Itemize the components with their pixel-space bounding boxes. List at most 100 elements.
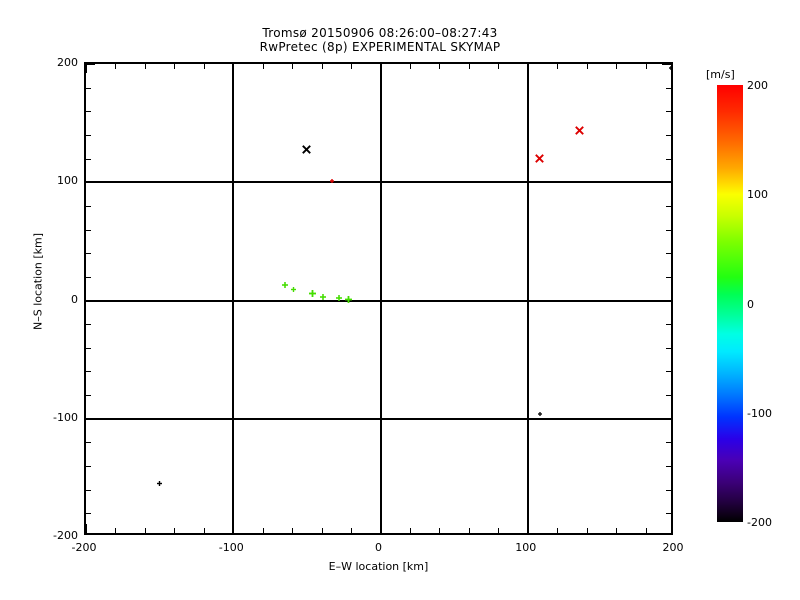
x-minor-tick bbox=[409, 64, 411, 69]
x-minor-tick bbox=[115, 64, 117, 69]
x-minor-tick bbox=[468, 64, 470, 69]
x-axis-title: E–W location [km] bbox=[328, 560, 429, 573]
x-tick-label: 200 bbox=[662, 541, 684, 554]
chart-title-line-2: RwPretec (8p) EXPERIMENTAL SKYMAP bbox=[259, 40, 501, 54]
colorbar-unit-label: [m/s] bbox=[706, 68, 735, 81]
x-major-tick bbox=[380, 64, 382, 73]
gridline-vertical bbox=[526, 64, 529, 533]
x-minor-tick bbox=[351, 64, 353, 69]
data-point bbox=[157, 481, 163, 487]
y-major-tick bbox=[86, 64, 95, 65]
x-major-tick bbox=[527, 524, 529, 533]
x-minor-tick bbox=[409, 528, 411, 533]
y-minor-tick bbox=[86, 347, 91, 349]
y-minor-tick bbox=[666, 276, 671, 278]
y-major-tick bbox=[86, 418, 95, 420]
colorbar-tick-label: -200 bbox=[747, 516, 772, 529]
y-minor-tick bbox=[666, 371, 671, 373]
x-major-tick bbox=[233, 524, 235, 533]
x-minor-tick bbox=[262, 528, 264, 533]
y-minor-tick bbox=[666, 158, 671, 160]
y-minor-tick bbox=[666, 87, 671, 89]
x-major-tick bbox=[86, 524, 87, 533]
x-minor-tick bbox=[174, 64, 176, 69]
y-minor-tick bbox=[86, 253, 91, 255]
y-major-tick bbox=[86, 300, 95, 302]
gridline-vertical bbox=[232, 64, 235, 533]
y-minor-tick bbox=[666, 253, 671, 255]
x-minor-tick bbox=[144, 64, 146, 69]
x-minor-tick bbox=[439, 528, 441, 533]
x-minor-tick bbox=[616, 528, 618, 533]
x-tick-label: 0 bbox=[375, 541, 382, 554]
x-minor-tick bbox=[174, 528, 176, 533]
y-minor-tick bbox=[86, 395, 91, 397]
y-tick-label: 0 bbox=[71, 292, 78, 306]
y-major-tick bbox=[662, 64, 671, 65]
y-tick-label: -100 bbox=[53, 410, 78, 424]
colorbar bbox=[717, 85, 743, 522]
chart-title: Tromsø 20150906 08:26:00–08:27:43 RwPret… bbox=[0, 26, 760, 54]
y-minor-tick bbox=[666, 229, 671, 231]
chart-title-line-1: Tromsø 20150906 08:26:00–08:27:43 bbox=[262, 26, 498, 40]
x-minor-tick bbox=[557, 528, 559, 533]
y-minor-tick bbox=[666, 489, 671, 491]
colorbar-tick-label: 100 bbox=[747, 188, 768, 202]
y-minor-tick bbox=[86, 111, 91, 113]
x-tick-label: 100 bbox=[515, 541, 537, 554]
data-point bbox=[668, 65, 671, 70]
y-tick-label: 100 bbox=[57, 174, 78, 188]
x-minor-tick bbox=[586, 528, 588, 533]
y-minor-tick bbox=[666, 395, 671, 397]
plot-inner bbox=[86, 64, 671, 533]
data-point bbox=[574, 125, 584, 135]
y-minor-tick bbox=[86, 87, 91, 89]
plot-area bbox=[84, 62, 673, 535]
x-minor-tick bbox=[645, 64, 647, 69]
data-point bbox=[535, 154, 544, 163]
x-major-tick bbox=[380, 524, 382, 533]
y-major-tick bbox=[662, 300, 671, 302]
y-major-tick bbox=[662, 182, 671, 184]
x-minor-tick bbox=[292, 528, 294, 533]
x-minor-tick bbox=[468, 528, 470, 533]
x-minor-tick bbox=[351, 528, 353, 533]
y-minor-tick bbox=[666, 466, 671, 468]
x-minor-tick bbox=[586, 64, 588, 69]
y-major-tick bbox=[662, 418, 671, 420]
x-minor-tick bbox=[292, 64, 294, 69]
x-minor-tick bbox=[203, 528, 205, 533]
y-tick-label: -200 bbox=[53, 529, 78, 542]
y-minor-tick bbox=[666, 134, 671, 136]
y-minor-tick bbox=[86, 442, 91, 444]
y-minor-tick bbox=[86, 489, 91, 491]
data-point bbox=[291, 287, 297, 293]
data-point bbox=[309, 289, 317, 297]
x-minor-tick bbox=[498, 528, 500, 533]
x-minor-tick bbox=[144, 528, 146, 533]
y-tick-label: 200 bbox=[57, 56, 78, 69]
x-minor-tick bbox=[203, 64, 205, 69]
y-minor-tick bbox=[666, 442, 671, 444]
x-major-tick bbox=[86, 64, 87, 73]
y-minor-tick bbox=[666, 111, 671, 113]
y-minor-tick bbox=[666, 205, 671, 207]
y-minor-tick bbox=[666, 513, 671, 515]
y-minor-tick bbox=[86, 205, 91, 207]
y-minor-tick bbox=[666, 347, 671, 349]
x-minor-tick bbox=[321, 64, 323, 69]
colorbar-tick-label: -100 bbox=[747, 406, 772, 420]
x-minor-tick bbox=[645, 528, 647, 533]
x-tick-label: -200 bbox=[71, 541, 97, 554]
y-minor-tick bbox=[86, 466, 91, 468]
colorbar-gradient bbox=[717, 85, 743, 522]
x-minor-tick bbox=[321, 528, 323, 533]
x-minor-tick bbox=[557, 64, 559, 69]
data-point bbox=[537, 412, 542, 417]
y-minor-tick bbox=[86, 371, 91, 373]
y-minor-tick bbox=[86, 276, 91, 278]
y-axis-title: N–S location [km] bbox=[31, 232, 45, 331]
gridline-horizontal bbox=[86, 299, 671, 302]
x-minor-tick bbox=[498, 64, 500, 69]
